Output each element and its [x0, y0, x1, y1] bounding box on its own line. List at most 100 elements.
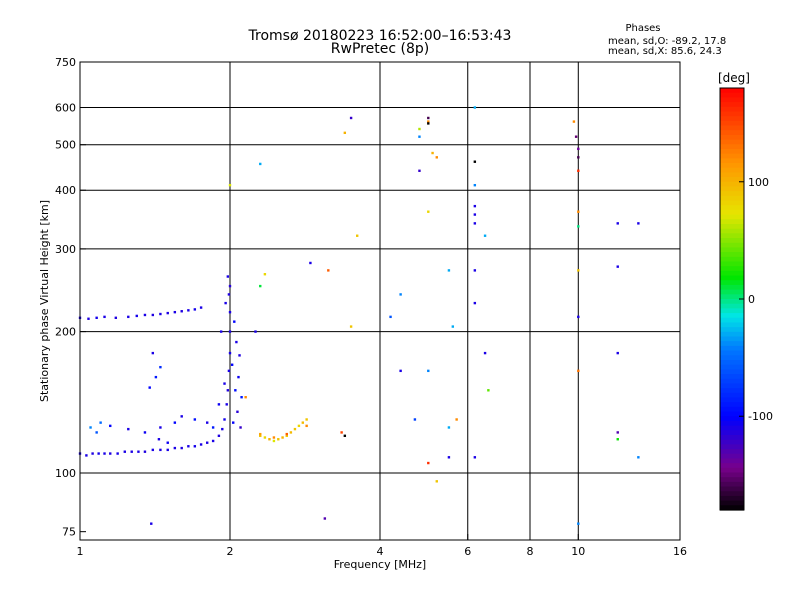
echo-point	[193, 308, 197, 311]
y-tick-label: 400	[55, 184, 76, 197]
y-axis-ticks: 75 100 200 300 400 500 600 750	[55, 56, 86, 539]
echo-point	[572, 120, 576, 123]
echo-point	[254, 330, 257, 333]
colorbar-segment	[720, 449, 744, 455]
echo-point	[193, 445, 197, 448]
echo-point	[103, 452, 106, 455]
echo-point	[323, 517, 327, 520]
echo-point	[577, 522, 580, 525]
echo-point	[399, 293, 402, 296]
colorbar-segment	[720, 383, 744, 389]
colorbar-segment	[720, 434, 744, 441]
echo-point	[577, 315, 580, 319]
colorbar-segment	[720, 500, 744, 506]
colorbar-segment	[720, 280, 744, 286]
echo-point	[221, 427, 224, 431]
colorbar-segment	[720, 439, 744, 445]
echo-point	[343, 131, 347, 135]
echo-point	[236, 410, 239, 413]
colorbar-segment	[720, 191, 744, 197]
echo-point	[427, 461, 430, 465]
colorbar-segment	[720, 153, 744, 159]
echo-point	[151, 313, 155, 317]
echo-point	[301, 421, 305, 424]
colorbar-segment	[720, 106, 744, 113]
colorbar-segment	[720, 505, 744, 511]
echo-point	[399, 369, 402, 373]
echo-point	[447, 426, 451, 429]
colorbar-segment	[720, 313, 744, 319]
colorbar-segment	[720, 148, 744, 155]
colorbar-segment	[720, 327, 744, 333]
echo-point	[227, 369, 231, 373]
echo-point	[180, 415, 183, 418]
echo-point	[228, 310, 232, 314]
echo-point	[277, 438, 280, 441]
y-tick-label: 75	[62, 526, 76, 539]
colorbar-segment	[720, 214, 744, 220]
echo-point	[473, 183, 477, 187]
colorbar-segment	[720, 369, 744, 375]
echo-point	[637, 222, 640, 225]
echo-point	[577, 369, 580, 373]
echo-point	[268, 438, 271, 441]
echo-point	[343, 434, 347, 438]
echo-point	[259, 432, 262, 436]
x-axis-ticks: 1 2 4 6 8 10 16	[77, 534, 687, 558]
colorbar-segment	[720, 205, 744, 211]
echo-point	[217, 434, 221, 438]
stats-line-o: mean, sd,O: -89.2, 17.8	[608, 36, 726, 47]
echo-point	[483, 351, 487, 355]
colorbar-segment	[720, 252, 744, 258]
colorbar-segment	[720, 374, 744, 380]
echo-point	[473, 269, 477, 272]
echo-point	[130, 450, 133, 453]
x-tick-label: 2	[227, 545, 234, 558]
echo-point	[473, 213, 477, 216]
colorbar-segment	[720, 200, 744, 206]
echo-point	[187, 309, 190, 312]
x-axis-title: Frequency [MHz]	[334, 558, 426, 571]
colorbar-segment	[720, 336, 744, 342]
echo-point	[224, 301, 227, 305]
colorbar-segment	[720, 322, 744, 328]
colorbar-segment	[720, 97, 744, 103]
colorbar-segment	[720, 303, 744, 309]
colorbar-segment	[720, 111, 744, 117]
echo-point	[473, 204, 477, 208]
colorbar-segment	[720, 345, 744, 352]
colorbar-segment	[720, 491, 744, 497]
echo-point	[239, 426, 242, 429]
echo-point	[616, 222, 619, 225]
echo-point	[148, 386, 151, 389]
colorbar-segment	[720, 88, 744, 94]
y-tick-label: 200	[55, 326, 76, 339]
echo-point	[447, 456, 451, 459]
echo-point	[95, 431, 98, 434]
echo-point	[455, 418, 458, 421]
grid-lines	[80, 62, 680, 540]
colorbar-segment	[720, 247, 744, 253]
colorbar-segment	[720, 228, 744, 234]
echo-point	[166, 441, 169, 444]
colorbar-segment	[720, 256, 744, 263]
echo-point	[451, 325, 455, 328]
echo-point	[127, 315, 130, 319]
echo-point	[577, 269, 580, 272]
echo-point	[389, 315, 392, 319]
echo-point	[577, 169, 580, 172]
stats-line-x: mean, sd,X: 85.6, 24.3	[608, 46, 722, 57]
colorbar-segment	[720, 495, 744, 502]
colorbar-segment	[720, 181, 744, 188]
colorbar-segment	[720, 317, 744, 324]
echo-point	[340, 431, 343, 434]
echo-point	[173, 310, 177, 314]
echo-point	[205, 421, 209, 424]
echo-point	[114, 316, 118, 320]
chart-title-line2: RwPretec (8p)	[331, 41, 429, 57]
colorbar-segment	[720, 463, 744, 469]
echo-point	[293, 427, 297, 431]
x-tick-label: 10	[571, 545, 585, 558]
stats-title: Phases	[625, 23, 660, 34]
colorbar-segment	[720, 219, 744, 225]
